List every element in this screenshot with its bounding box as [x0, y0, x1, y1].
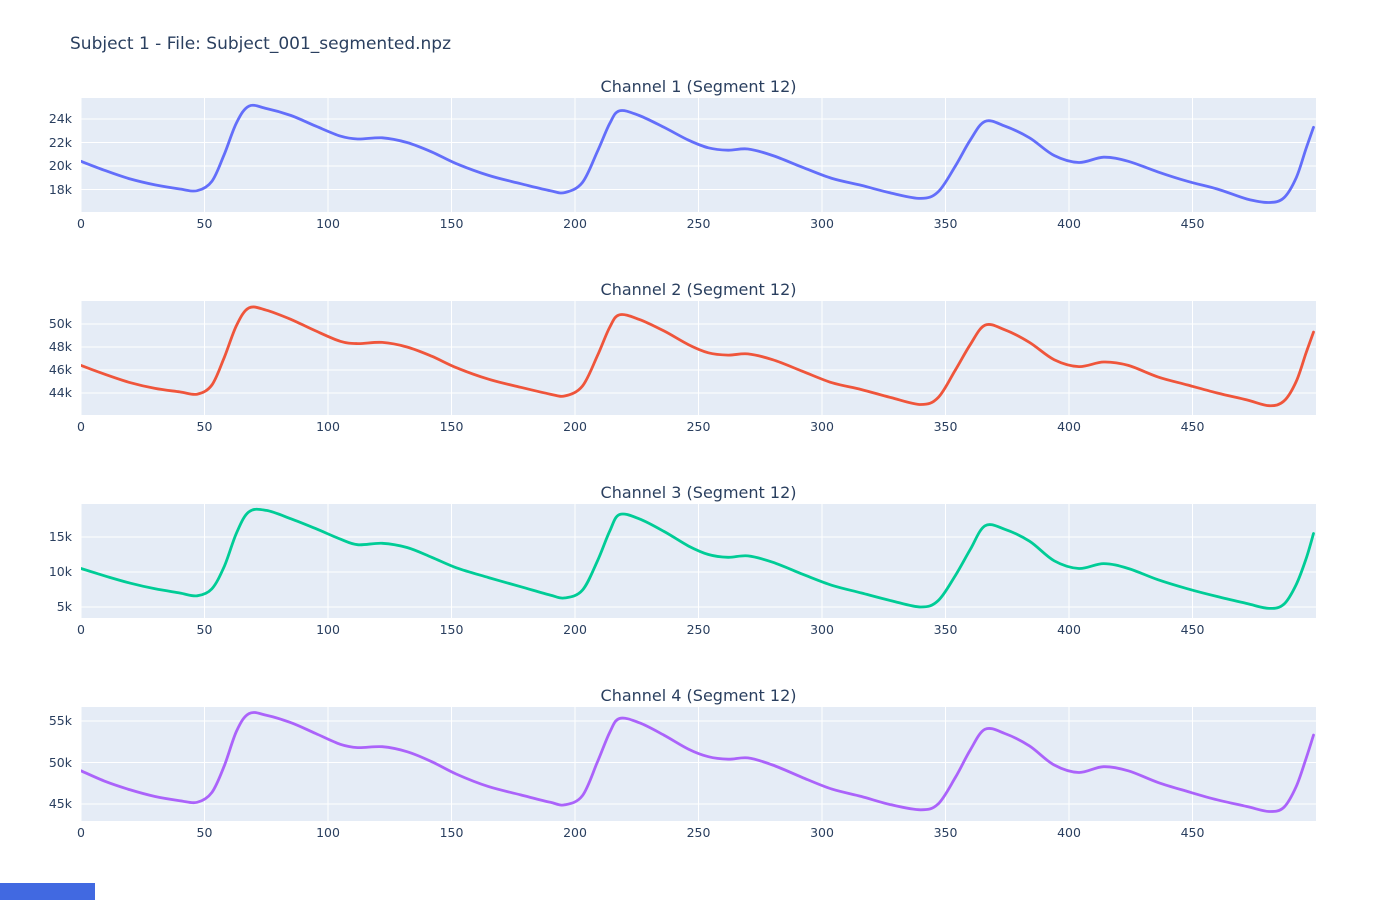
x-tick-label: 200 — [563, 622, 587, 637]
y-tick-label: 50k — [48, 754, 72, 770]
y-tick-label: 45k — [48, 795, 72, 811]
x-tick-label: 150 — [439, 622, 464, 637]
y-tick-label: 48k — [48, 339, 72, 354]
y-tick-label: 20k — [48, 158, 72, 174]
x-tick-label: 300 — [810, 419, 834, 434]
x-tick-label: 150 — [439, 419, 464, 434]
x-tick-label: 250 — [686, 825, 711, 840]
x-tick-label: 0 — [77, 419, 85, 434]
line-chart-channel-3[interactable] — [81, 504, 1316, 618]
status-bubble — [0, 883, 95, 900]
y-tick-label: 46k — [48, 362, 72, 378]
x-tick-label: 100 — [316, 216, 340, 231]
plot-area-channel-2[interactable] — [81, 301, 1316, 415]
x-tick-label: 300 — [810, 825, 834, 840]
line-chart-channel-2[interactable] — [81, 301, 1316, 415]
x-tick-label: 350 — [933, 622, 958, 637]
line-chart-channel-4[interactable] — [81, 707, 1316, 821]
x-tick-label: 400 — [1057, 622, 1081, 637]
signal-line — [81, 711, 1315, 813]
x-tick-label: 100 — [316, 419, 340, 434]
x-tick-label: 100 — [316, 622, 340, 637]
x-tick-label: 100 — [316, 825, 340, 840]
y-tick-label: 5k — [56, 599, 72, 614]
x-tick-label: 200 — [563, 419, 587, 434]
x-tick-label: 250 — [686, 622, 711, 637]
plot-area-channel-1[interactable] — [81, 98, 1316, 212]
x-tick-label: 200 — [563, 825, 587, 840]
x-tick-label: 450 — [1180, 622, 1205, 637]
x-tick-label: 200 — [563, 216, 587, 231]
x-tick-label: 350 — [933, 825, 958, 840]
x-tick-label: 450 — [1180, 216, 1205, 231]
subplot-title-channel-1: Channel 1 (Segment 12) — [600, 77, 797, 96]
signal-line — [81, 103, 1315, 204]
x-tick-label: 50 — [196, 419, 213, 434]
x-tick-label: 400 — [1057, 825, 1081, 840]
x-tick-label: 50 — [196, 216, 213, 231]
x-tick-label: 0 — [77, 216, 85, 231]
y-tick-label: 10k — [48, 563, 72, 579]
x-tick-label: 250 — [686, 419, 711, 434]
x-tick-label: 300 — [810, 216, 834, 231]
x-tick-label: 450 — [1180, 419, 1205, 434]
x-tick-label: 150 — [439, 216, 464, 231]
y-tick-label: 44k — [48, 385, 72, 401]
x-tick-label: 0 — [77, 825, 85, 840]
x-tick-label: 400 — [1057, 216, 1081, 231]
x-tick-label: 350 — [933, 419, 958, 434]
plot-area-channel-4[interactable] — [81, 707, 1316, 821]
subplot-title-channel-3: Channel 3 (Segment 12) — [600, 483, 797, 502]
x-tick-label: 300 — [810, 622, 834, 637]
subplot-title-channel-4: Channel 4 (Segment 12) — [600, 686, 797, 705]
x-tick-label: 450 — [1180, 825, 1205, 840]
x-tick-label: 0 — [77, 622, 85, 637]
x-tick-label: 250 — [686, 216, 711, 231]
y-tick-label: 55k — [48, 713, 72, 729]
signal-line — [81, 305, 1315, 408]
figure-title: Subject 1 - File: Subject_001_segmented.… — [70, 34, 451, 54]
y-tick-label: 18k — [48, 181, 72, 197]
y-tick-label: 50k — [48, 316, 72, 331]
signal-line — [81, 507, 1315, 610]
x-tick-label: 50 — [196, 825, 213, 840]
subplot-title-channel-2: Channel 2 (Segment 12) — [600, 280, 797, 299]
y-tick-label: 15k — [48, 528, 72, 544]
y-tick-label: 24k — [48, 111, 72, 127]
y-tick-label: 22k — [48, 134, 72, 150]
x-tick-label: 50 — [196, 622, 213, 637]
x-tick-label: 400 — [1057, 419, 1081, 434]
line-chart-channel-1[interactable] — [81, 98, 1316, 212]
x-tick-label: 350 — [933, 216, 958, 231]
x-tick-label: 150 — [439, 825, 464, 840]
plot-area-channel-3[interactable] — [81, 504, 1316, 618]
